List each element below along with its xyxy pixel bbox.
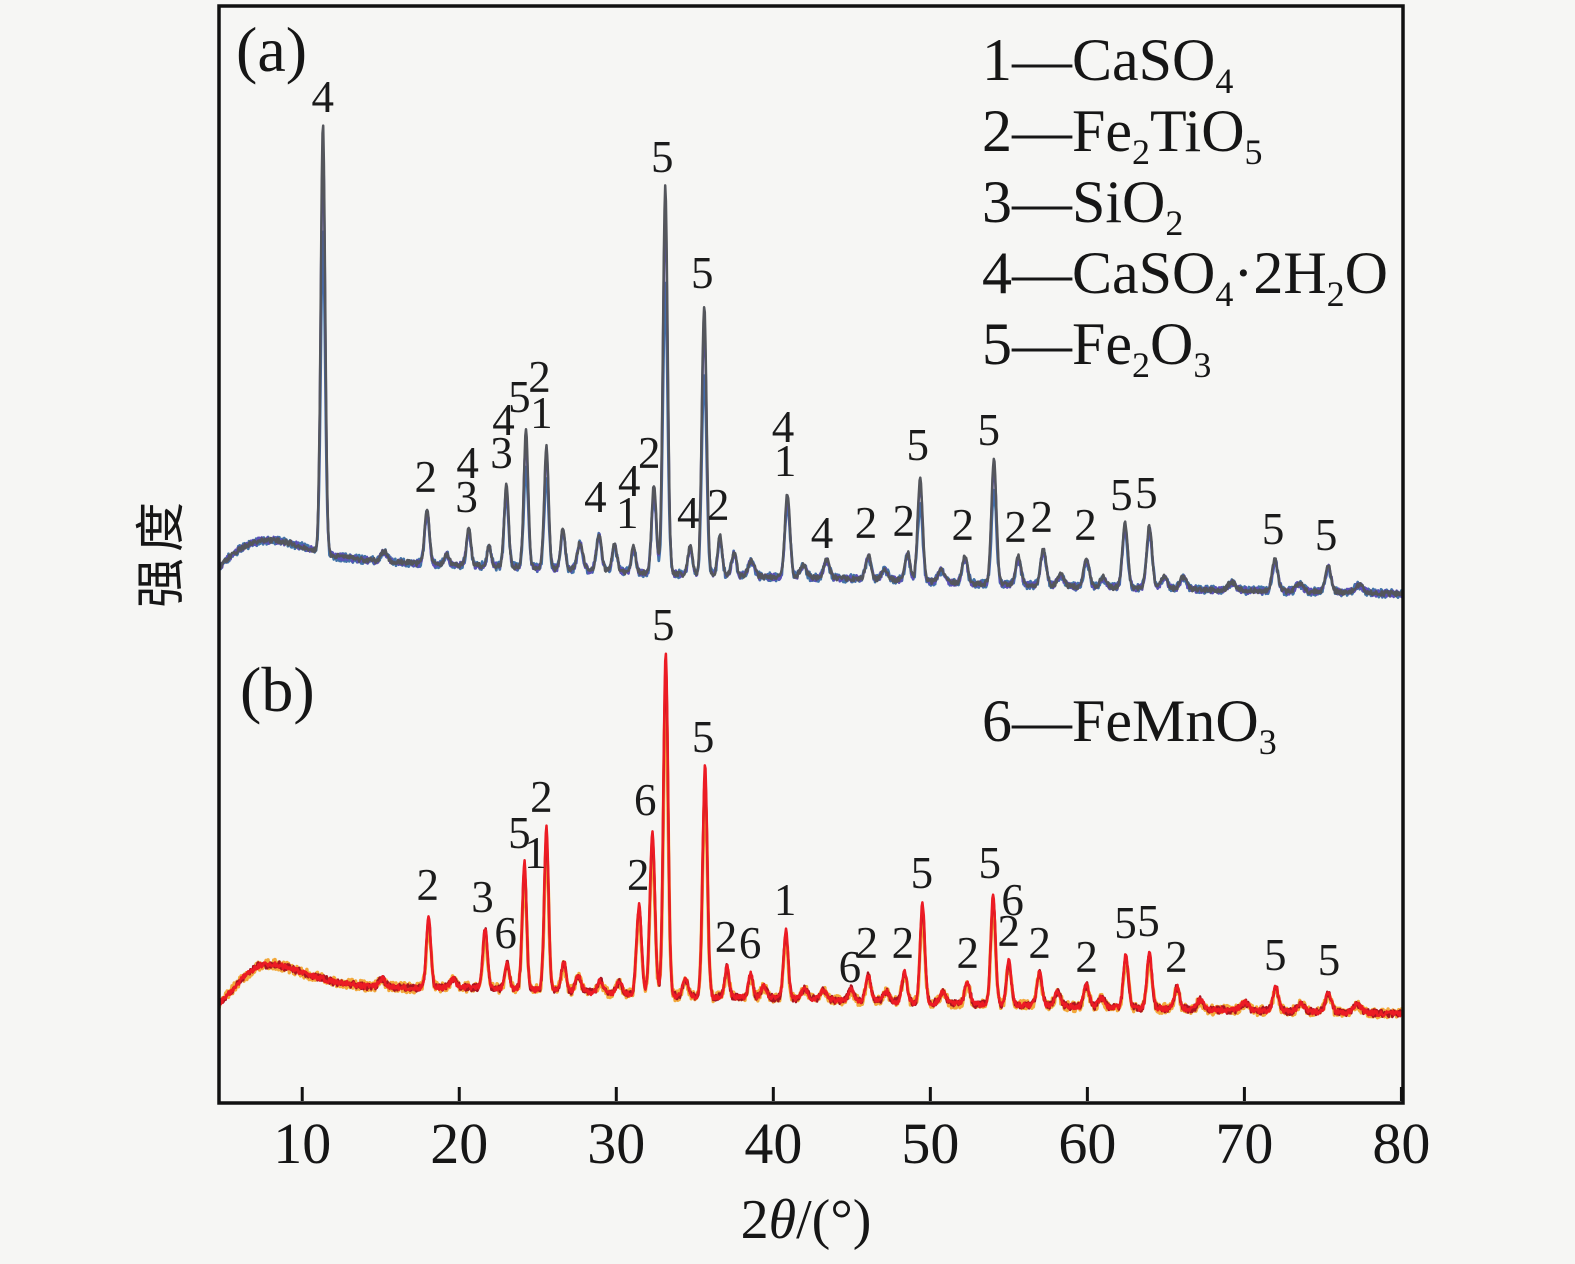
peak-label-a: 2 [951, 500, 974, 550]
peak-label-b: 2 [1165, 932, 1188, 982]
peak-label-a: 5 [1315, 510, 1338, 560]
peak-label-a: 4 [677, 488, 700, 538]
x-tick-label: 50 [901, 1111, 959, 1176]
legend-item-1: 1—CaSO4 [982, 27, 1234, 101]
trace-b-2 [220, 652, 1402, 1018]
peak-label-a: 4 [811, 508, 834, 558]
peak-label-b: 5 [1264, 930, 1287, 980]
plot-border [217, 4, 1405, 1105]
peak-label-a: 2 [638, 428, 661, 478]
peak-label-a: 2 [1074, 500, 1097, 550]
legend-item-2: 2—Fe2TiO5 [982, 98, 1263, 172]
peak-label-b: 1 [774, 875, 797, 925]
peak-label-a: 4 [584, 472, 607, 522]
peak-label-a: 2 [528, 352, 551, 402]
x-tick-label: 60 [1058, 1111, 1116, 1176]
peak-label-a: 5 [508, 372, 531, 422]
peak-label-a: 5 [651, 132, 674, 182]
peak-label-a: 5 [978, 405, 1001, 455]
peak-label-a: 1 [616, 488, 639, 538]
peak-label-a: 4 [772, 402, 795, 452]
peak-label-b: 2 [627, 850, 650, 900]
peak-label-b: 5 [1114, 898, 1137, 948]
peak-label-b: 3 [471, 872, 494, 922]
peak-label-b: 2 [715, 912, 738, 962]
peak-label-b: 5 [1137, 896, 1160, 946]
peak-label-b: 2 [856, 918, 879, 968]
legend-item-5: 5—Fe2O3 [982, 311, 1212, 385]
peak-label-a: 3 [490, 428, 513, 478]
peak-label-b: 1 [524, 828, 547, 878]
peak-label-b: 2 [530, 772, 553, 822]
peak-label-b: 5 [692, 712, 715, 762]
x-tick-label: 80 [1372, 1111, 1430, 1176]
x-tick-label: 40 [744, 1111, 802, 1176]
peak-label-a: 5 [1110, 470, 1133, 520]
peak-label-a: 4 [492, 395, 515, 445]
peak-label-a: 2 [893, 496, 916, 546]
peak-label-a: 4 [456, 438, 479, 488]
peak-label-b: 5 [652, 600, 675, 650]
peak-label-a: 2 [414, 452, 437, 502]
peak-label-a: 5 [1135, 468, 1158, 518]
peak-label-a: 2 [1004, 502, 1027, 552]
x-axis-ticks: 10 20 30 40 50 60 70 80 [273, 1087, 1430, 1176]
peak-label-b: 2 [1028, 918, 1051, 968]
peak-label-b: 2 [892, 918, 915, 968]
legend-item-6: 6—FeMnO3 [982, 688, 1277, 762]
peak-label-b: 2 [956, 928, 979, 978]
peak-label-b: 6 [494, 908, 517, 958]
peak-label-b: 6 [634, 775, 657, 825]
peak-label-b: 5 [911, 848, 934, 898]
peak-label-a: 2 [707, 480, 730, 530]
peak-label-b: 6 [839, 942, 862, 992]
peak-label-a: 1 [774, 436, 797, 486]
panel-b-label: (b) [240, 654, 315, 725]
peak-label-a: 5 [1262, 504, 1285, 554]
peak-label-b: 6 [1001, 875, 1024, 925]
trace-a-2 [220, 124, 1402, 598]
peak-label-b: 2 [997, 906, 1020, 956]
peak-label-b: 5 [978, 838, 1001, 888]
peak-label-b: 2 [1075, 932, 1098, 982]
x-tick-label: 10 [273, 1111, 331, 1176]
peak-label-a: 4 [618, 456, 641, 506]
peak-label-b: 5 [508, 808, 531, 858]
peak-label-a: 1 [530, 388, 553, 438]
peak-label-b: 2 [416, 860, 439, 910]
legend-item-4: 4—CaSO4·2H2O [982, 240, 1389, 314]
panel-a-label: (a) [236, 14, 308, 85]
legend-panel-a: 1—CaSO4 2—Fe2TiO5 3—SiO2 4—CaSO4·2H2O 5—Fe2O… [982, 25, 1389, 385]
x-tick-label: 20 [430, 1111, 488, 1176]
traces [220, 124, 1402, 1020]
peak-label-a: 3 [455, 472, 478, 522]
peak-label-a: 5 [691, 248, 714, 298]
peak-label-a: 4 [312, 72, 335, 122]
x-tick-label: 30 [587, 1111, 645, 1176]
x-tick-label: 70 [1215, 1111, 1273, 1176]
peak-label-a: 2 [1030, 492, 1053, 542]
peak-label-a: 5 [907, 420, 930, 470]
legend-panel-b: 6—FeMnO3 [982, 686, 1277, 762]
y-axis-title: 强度 [133, 496, 189, 608]
x-axis-title: 2θ/(°) [741, 1189, 872, 1251]
peak-label-a: 2 [855, 498, 878, 548]
peak-label-b: 5 [1318, 935, 1341, 985]
legend-item-3: 3—SiO2 [982, 169, 1184, 243]
peak-label-b: 6 [739, 918, 762, 968]
